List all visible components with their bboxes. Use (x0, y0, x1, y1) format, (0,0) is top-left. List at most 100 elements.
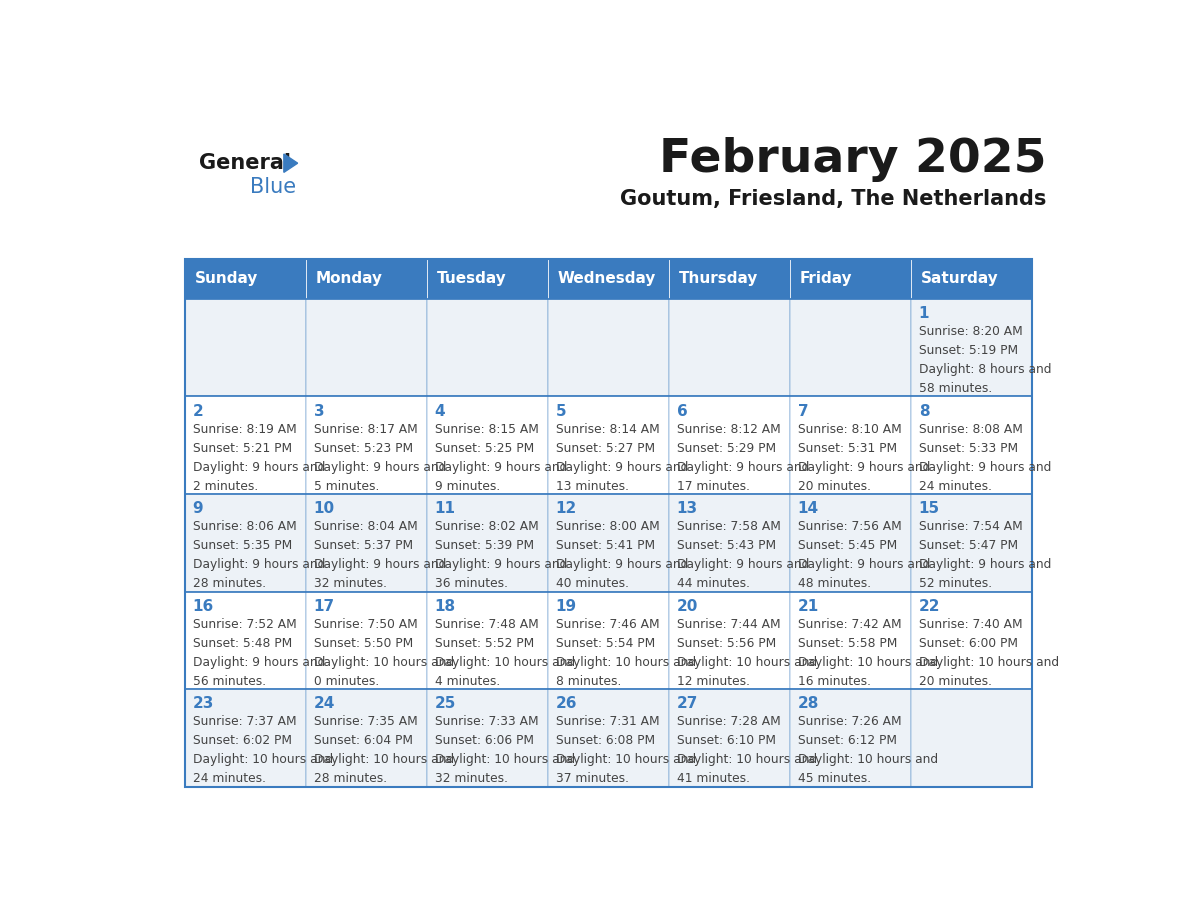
Text: 24 minutes.: 24 minutes. (918, 480, 992, 493)
Text: Sunrise: 7:33 AM: Sunrise: 7:33 AM (435, 715, 538, 728)
Bar (307, 591, 428, 689)
Text: Sunset: 5:43 PM: Sunset: 5:43 PM (677, 539, 776, 552)
Text: Saturday: Saturday (921, 271, 998, 286)
Text: 9: 9 (192, 501, 203, 516)
Text: 45 minutes.: 45 minutes. (797, 772, 871, 785)
Bar (790, 259, 911, 299)
Text: Daylight: 8 hours and: Daylight: 8 hours and (918, 364, 1051, 376)
Text: Daylight: 10 hours and: Daylight: 10 hours and (918, 655, 1059, 668)
Text: Sunrise: 7:37 AM: Sunrise: 7:37 AM (192, 715, 296, 728)
Text: Goutum, Friesland, The Netherlands: Goutum, Friesland, The Netherlands (620, 188, 1047, 208)
Text: 10: 10 (314, 501, 335, 516)
Text: 58 minutes.: 58 minutes. (918, 382, 992, 395)
Text: Sunrise: 8:10 AM: Sunrise: 8:10 AM (797, 422, 902, 436)
Text: 40 minutes.: 40 minutes. (556, 577, 628, 590)
Text: 12: 12 (556, 501, 577, 516)
Text: 20 minutes.: 20 minutes. (918, 675, 992, 688)
Bar (911, 689, 1032, 787)
Text: 12 minutes.: 12 minutes. (677, 675, 750, 688)
Bar (428, 689, 549, 787)
Text: Sunrise: 8:17 AM: Sunrise: 8:17 AM (314, 422, 417, 436)
Text: Daylight: 9 hours and: Daylight: 9 hours and (435, 558, 567, 571)
Bar (307, 494, 428, 591)
Text: Daylight: 10 hours and: Daylight: 10 hours and (556, 754, 696, 767)
Text: Monday: Monday (316, 271, 383, 286)
Bar (307, 689, 428, 787)
Text: Sunset: 5:45 PM: Sunset: 5:45 PM (797, 539, 897, 552)
Text: 3: 3 (314, 404, 324, 419)
Text: Sunset: 5:31 PM: Sunset: 5:31 PM (797, 442, 897, 454)
Text: Daylight: 10 hours and: Daylight: 10 hours and (314, 754, 454, 767)
Bar (428, 299, 549, 397)
Text: Daylight: 9 hours and: Daylight: 9 hours and (192, 558, 326, 571)
Bar (549, 299, 669, 397)
Text: Sunset: 5:48 PM: Sunset: 5:48 PM (192, 637, 292, 650)
Text: 0 minutes.: 0 minutes. (314, 675, 379, 688)
Text: Daylight: 9 hours and: Daylight: 9 hours and (918, 558, 1051, 571)
Text: Sunrise: 7:54 AM: Sunrise: 7:54 AM (918, 521, 1023, 533)
Text: Sunrise: 7:28 AM: Sunrise: 7:28 AM (677, 715, 781, 728)
Text: Daylight: 9 hours and: Daylight: 9 hours and (677, 461, 809, 474)
Bar (185, 259, 307, 299)
Text: 9 minutes.: 9 minutes. (435, 480, 500, 493)
Text: Daylight: 10 hours and: Daylight: 10 hours and (677, 655, 817, 668)
Bar (185, 259, 1032, 787)
Text: Sunset: 5:39 PM: Sunset: 5:39 PM (435, 539, 533, 552)
Text: 17: 17 (314, 599, 335, 613)
Text: Sunrise: 7:46 AM: Sunrise: 7:46 AM (556, 618, 659, 631)
Bar (911, 259, 1032, 299)
Bar (669, 299, 790, 397)
Text: Sunrise: 7:48 AM: Sunrise: 7:48 AM (435, 618, 538, 631)
Text: 20 minutes.: 20 minutes. (797, 480, 871, 493)
Text: Sunset: 6:00 PM: Sunset: 6:00 PM (918, 637, 1018, 650)
Text: 28 minutes.: 28 minutes. (314, 772, 387, 785)
Text: 24: 24 (314, 696, 335, 711)
Text: 36 minutes.: 36 minutes. (435, 577, 507, 590)
Text: Sunrise: 8:19 AM: Sunrise: 8:19 AM (192, 422, 297, 436)
Text: 21: 21 (797, 599, 819, 613)
Bar (790, 299, 911, 397)
Text: Sunrise: 8:00 AM: Sunrise: 8:00 AM (556, 521, 659, 533)
Text: Daylight: 9 hours and: Daylight: 9 hours and (192, 461, 326, 474)
Text: 56 minutes.: 56 minutes. (192, 675, 266, 688)
Bar (911, 299, 1032, 397)
Text: Daylight: 9 hours and: Daylight: 9 hours and (314, 461, 446, 474)
Text: Daylight: 10 hours and: Daylight: 10 hours and (435, 655, 575, 668)
Text: 24 minutes.: 24 minutes. (192, 772, 266, 785)
Text: Sunrise: 8:15 AM: Sunrise: 8:15 AM (435, 422, 538, 436)
Text: 28 minutes.: 28 minutes. (192, 577, 266, 590)
Text: Sunset: 5:56 PM: Sunset: 5:56 PM (677, 637, 776, 650)
Text: Sunday: Sunday (195, 271, 258, 286)
Text: 18: 18 (435, 599, 456, 613)
Text: 25: 25 (435, 696, 456, 711)
Text: Daylight: 10 hours and: Daylight: 10 hours and (192, 754, 333, 767)
Text: 32 minutes.: 32 minutes. (314, 577, 387, 590)
Text: 7: 7 (797, 404, 808, 419)
Text: 20: 20 (677, 599, 699, 613)
Text: Daylight: 9 hours and: Daylight: 9 hours and (918, 461, 1051, 474)
Text: 4 minutes.: 4 minutes. (435, 675, 500, 688)
Text: 48 minutes.: 48 minutes. (797, 577, 871, 590)
Bar (669, 259, 790, 299)
Text: 17 minutes.: 17 minutes. (677, 480, 750, 493)
Text: Sunrise: 8:12 AM: Sunrise: 8:12 AM (677, 422, 781, 436)
Text: 6: 6 (677, 404, 688, 419)
Bar (669, 397, 790, 494)
Text: 22: 22 (918, 599, 940, 613)
Text: Friday: Friday (800, 271, 852, 286)
Text: Daylight: 10 hours and: Daylight: 10 hours and (797, 754, 937, 767)
Text: Tuesday: Tuesday (436, 271, 506, 286)
Bar (549, 494, 669, 591)
Text: Sunrise: 7:56 AM: Sunrise: 7:56 AM (797, 521, 902, 533)
Text: 2 minutes.: 2 minutes. (192, 480, 258, 493)
Text: Sunrise: 7:31 AM: Sunrise: 7:31 AM (556, 715, 659, 728)
Text: Sunrise: 8:08 AM: Sunrise: 8:08 AM (918, 422, 1023, 436)
Bar (911, 494, 1032, 591)
Text: 16 minutes.: 16 minutes. (797, 675, 871, 688)
Text: 4: 4 (435, 404, 446, 419)
Text: Sunrise: 7:44 AM: Sunrise: 7:44 AM (677, 618, 781, 631)
Text: Sunrise: 7:50 AM: Sunrise: 7:50 AM (314, 618, 417, 631)
Text: Sunrise: 8:20 AM: Sunrise: 8:20 AM (918, 325, 1023, 338)
Bar (307, 299, 428, 397)
Text: 37 minutes.: 37 minutes. (556, 772, 628, 785)
